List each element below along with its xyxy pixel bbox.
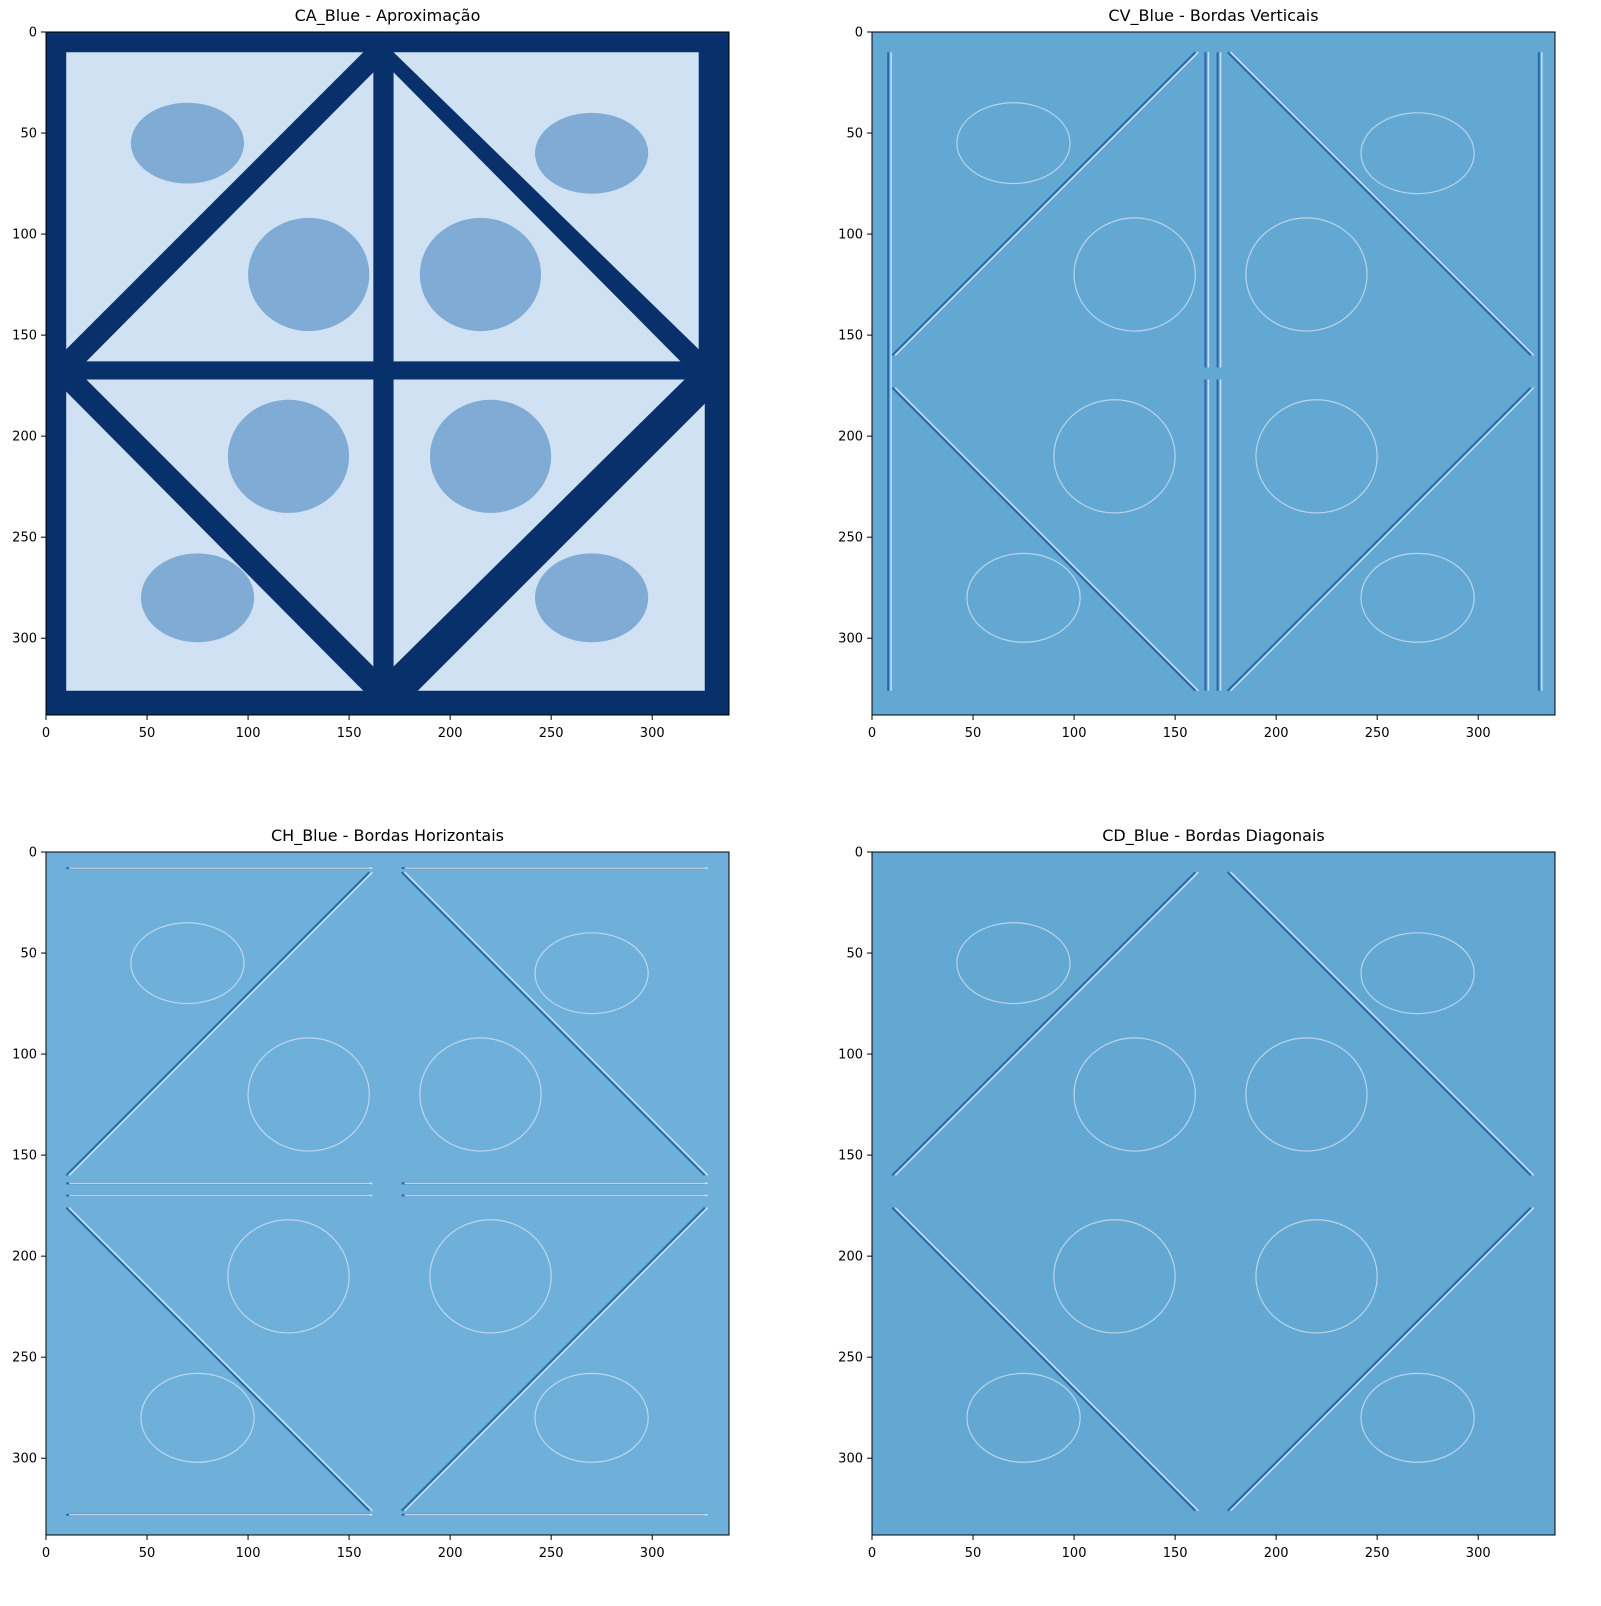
y-tick-label: 250 xyxy=(12,531,37,546)
y-tick-label: 0 xyxy=(29,846,37,861)
x-tick-label: 200 xyxy=(1264,726,1289,741)
image-plot: 0 50 100 150 200 250 300 0 50 100 150 200 250 300 xyxy=(826,0,1586,760)
x-tick-label: 150 xyxy=(337,1546,362,1561)
y-tick-label: 0 xyxy=(855,26,863,41)
image-figure xyxy=(535,113,648,194)
x-tick-label: 0 xyxy=(42,726,50,741)
x-tick-label: 200 xyxy=(438,726,463,741)
x-tick-label: 300 xyxy=(640,726,665,741)
y-tick-label: 50 xyxy=(846,947,863,962)
y-tick-label: 250 xyxy=(12,1351,37,1366)
x-tick-label: 300 xyxy=(1466,1546,1491,1561)
y-tick-label: 300 xyxy=(838,1452,863,1467)
y-tick-label: 300 xyxy=(12,1452,37,1467)
y-tick-label: 150 xyxy=(838,329,863,344)
y-tick-label: 0 xyxy=(855,846,863,861)
panel-ca-blue: CA_Blue - Aproximação 0 50 100 150 200 250 300… xyxy=(0,0,760,760)
panel-cv-blue: CV_Blue - Bordas Verticais 0 50 100 150 200 2… xyxy=(826,0,1586,760)
panel-ch-blue: CH_Blue - Bordas Horizontais 0 50 100 150 20… xyxy=(0,820,760,1580)
y-tick-label: 0 xyxy=(29,26,37,41)
x-tick-label: 100 xyxy=(236,726,261,741)
x-tick-label: 300 xyxy=(640,1546,665,1561)
x-tick-label: 50 xyxy=(139,726,156,741)
y-tick-label: 50 xyxy=(20,127,37,142)
image-plot: 0 50 100 150 200 250 300 0 50 100 150 200 250 300 xyxy=(0,0,760,760)
y-tick-label: 100 xyxy=(838,228,863,243)
image-figure xyxy=(248,218,369,331)
x-tick-label: 150 xyxy=(1163,726,1188,741)
y-tick-label: 50 xyxy=(846,127,863,142)
x-tick-label: 100 xyxy=(1062,726,1087,741)
y-tick-label: 100 xyxy=(12,228,37,243)
y-tick-label: 200 xyxy=(12,1250,37,1265)
image-plot: 0 50 100 150 200 250 300 0 50 100 150 200 250 300 xyxy=(0,820,760,1580)
y-tick-label: 250 xyxy=(838,531,863,546)
image-background xyxy=(872,32,1555,715)
image-figure xyxy=(141,553,254,642)
x-tick-label: 150 xyxy=(337,726,362,741)
image-figure xyxy=(420,218,541,331)
image-figure xyxy=(430,400,551,513)
x-tick-label: 300 xyxy=(1466,726,1491,741)
image-background xyxy=(46,852,729,1535)
x-tick-label: 200 xyxy=(438,1546,463,1561)
x-tick-label: 0 xyxy=(42,1546,50,1561)
x-tick-label: 0 xyxy=(868,726,876,741)
image-plot: 0 50 100 150 200 250 300 0 50 100 150 200 250 300 xyxy=(826,820,1586,1580)
y-tick-label: 150 xyxy=(838,1149,863,1164)
x-tick-label: 250 xyxy=(539,726,564,741)
y-tick-label: 200 xyxy=(12,430,37,445)
image-figure xyxy=(228,400,349,513)
x-tick-label: 50 xyxy=(965,1546,982,1561)
x-tick-label: 200 xyxy=(1264,1546,1289,1561)
image-figure xyxy=(535,553,648,642)
y-tick-label: 50 xyxy=(20,947,37,962)
x-tick-label: 50 xyxy=(139,1546,156,1561)
x-tick-label: 0 xyxy=(868,1546,876,1561)
x-tick-label: 100 xyxy=(1062,1546,1087,1561)
y-tick-label: 200 xyxy=(838,1250,863,1265)
panel-cd-blue: CD_Blue - Bordas Diagonais 0 50 100 150 200 2… xyxy=(826,820,1586,1580)
y-tick-label: 300 xyxy=(838,632,863,647)
x-tick-label: 100 xyxy=(236,1546,261,1561)
image-figure xyxy=(131,103,244,184)
x-tick-label: 250 xyxy=(1365,726,1390,741)
x-tick-label: 250 xyxy=(539,1546,564,1561)
y-tick-label: 150 xyxy=(12,329,37,344)
y-tick-label: 200 xyxy=(838,430,863,445)
x-tick-label: 250 xyxy=(1365,1546,1390,1561)
y-tick-label: 300 xyxy=(12,632,37,647)
x-tick-label: 50 xyxy=(965,726,982,741)
y-tick-label: 100 xyxy=(838,1048,863,1063)
x-tick-label: 150 xyxy=(1163,1546,1188,1561)
y-tick-label: 100 xyxy=(12,1048,37,1063)
y-tick-label: 250 xyxy=(838,1351,863,1366)
y-tick-label: 150 xyxy=(12,1149,37,1164)
image-background xyxy=(872,852,1555,1535)
